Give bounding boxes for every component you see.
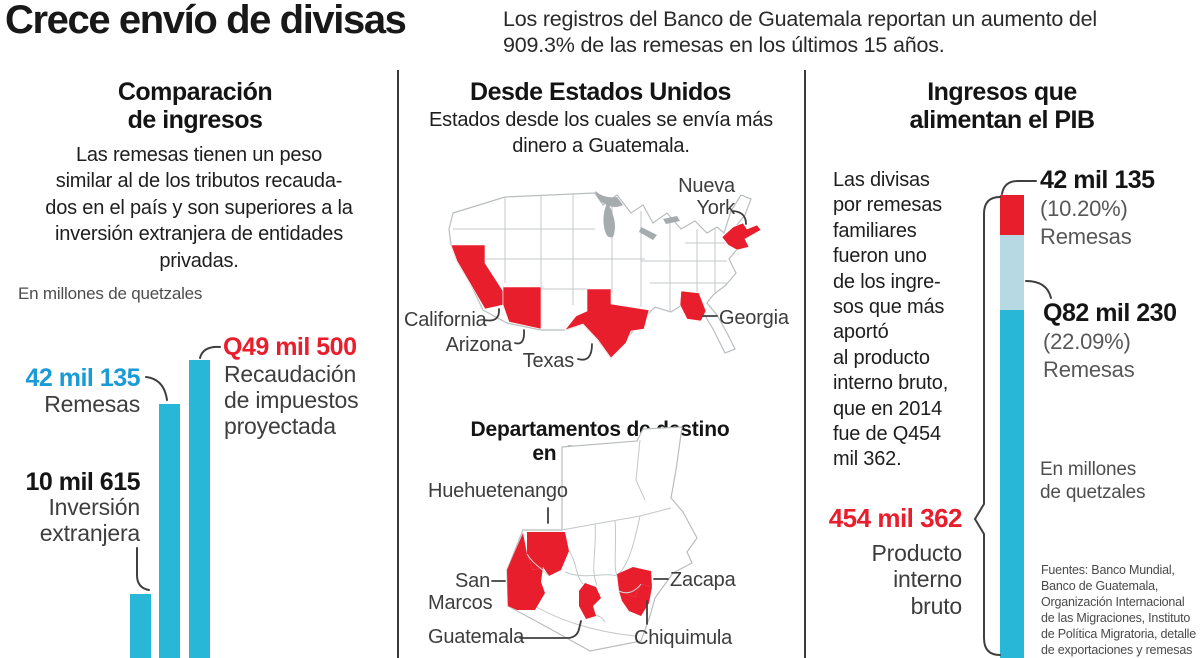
gt-dept-huehuetenango-shape (527, 532, 569, 576)
us-state-georgia-shape (679, 290, 707, 322)
gt-red-internal-borders (526, 553, 642, 594)
right-panel-unit: En millones de quetzales (1040, 459, 1146, 504)
bar-remesas-value: 42 mil 135 (25, 364, 140, 392)
bar-inversion-value: 10 mil 615 (25, 468, 140, 496)
bar-recaudacion-value: Q49 mil 500 (223, 333, 357, 361)
left-panel-body: Las remesas tienen un peso similar al de… (45, 144, 353, 272)
pib-total-value: 454 mil 362 (828, 503, 963, 533)
gt-label-guatemala: Guatemala (428, 626, 525, 648)
middle-panel-subtitle: Estados desde los cuales se envía más di… (429, 109, 773, 157)
gt-dept-zacapa-shape (617, 567, 652, 597)
gt-label-san-marcos: San Marcos (428, 570, 493, 615)
segment-top-label: Remesas (1040, 224, 1132, 249)
left-panel-unit: En millones de quetzales (18, 284, 203, 303)
stacked-segment-pib (1000, 310, 1024, 658)
connector-inversion-bar (136, 547, 150, 591)
bar-remesas-label: Remesas (44, 391, 140, 417)
segment-mid-value: Q82 mil 230 (1043, 299, 1177, 327)
bar-recaudacion-label: Recaudación de impuestos proyectada (224, 361, 359, 439)
stacked-bar-pib (1000, 195, 1024, 658)
divider-left (397, 70, 399, 658)
bar-remesas (159, 404, 180, 658)
us-label-texas: Texas (522, 350, 574, 372)
middle-panel-title: Desde Estados Unidos (470, 78, 731, 106)
stacked-segment-remesas-mid (1000, 235, 1024, 310)
sources-text: Fuentes: Banco Mundial, Banco de Guatema… (1041, 563, 1196, 657)
us-label-arizona: Arizona (445, 334, 513, 356)
us-state-newyork-shape (721, 222, 762, 251)
gt-dept-san-marcos-shape (507, 533, 545, 610)
segment-top-pct: (10.20%) (1040, 196, 1128, 221)
guatemala-map (491, 426, 698, 652)
segment-top-value: 42 mil 135 (1040, 166, 1155, 194)
gt-dept-chiquimula-shape (619, 584, 652, 616)
divider-right (804, 70, 806, 658)
gt-label-zacapa: Zacapa (670, 569, 736, 591)
stacked-segment-remesas-top (1000, 195, 1024, 235)
connector-remesas-bar (145, 376, 168, 401)
gt-label-huehuetenango: Huehuetenango (428, 480, 568, 502)
connector-segment-top (1001, 180, 1037, 195)
bar-inversion-label: Inversión extranjera (39, 494, 140, 546)
page-title: Crece envío de divisas (5, 0, 407, 42)
us-map-connectors (483, 210, 747, 361)
gt-label-chiquimula: Chiquimula (634, 627, 733, 649)
gt-map-connectors (491, 507, 669, 639)
us-state-texas-shape (564, 288, 650, 359)
us-label-california: California (404, 309, 487, 331)
connector-segment-mid (1025, 280, 1052, 299)
gt-dept-guatemala-shape (579, 583, 601, 619)
right-panel-body: Las divisas por remesas familiares fuero… (833, 169, 949, 471)
us-state-arizona-shape (502, 286, 542, 330)
brace-pib-total (973, 196, 1001, 656)
great-lakes (595, 191, 680, 240)
us-label-georgia: Georgia (719, 307, 789, 329)
bar-recaudacion (189, 360, 210, 658)
bar-inversion-extranjera (130, 594, 151, 658)
guatemala-dept-borders (524, 439, 672, 637)
page-subtitle: Los registros del Banco de Guatemala rep… (503, 7, 1097, 58)
left-panel-title: Comparación de ingresos (117, 78, 273, 134)
us-map (448, 191, 762, 361)
us-label-new-york: Nueva York (678, 175, 735, 220)
segment-mid-pct: (22.09%) (1043, 329, 1131, 354)
pib-total-label: Producto interno bruto (871, 540, 963, 619)
right-panel-title: Ingresos que alimentan el PIB (909, 78, 1095, 134)
connector-recaudacion-bar (199, 345, 221, 359)
segment-mid-label: Remesas (1043, 357, 1135, 382)
